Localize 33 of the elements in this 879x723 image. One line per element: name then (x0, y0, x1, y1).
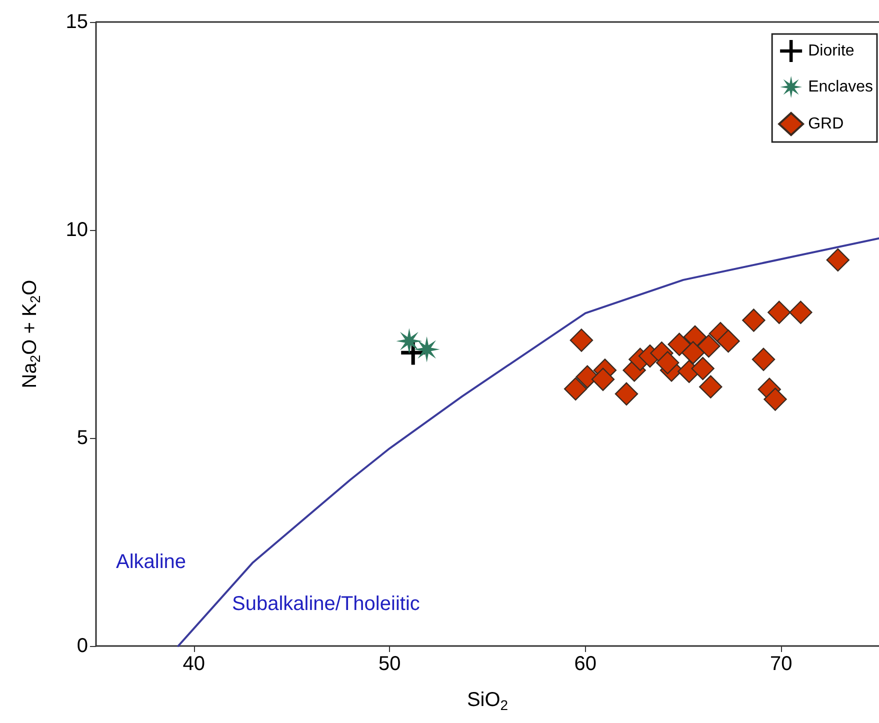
point (826, 248, 850, 272)
point (768, 300, 791, 324)
annotation: Alkaline (116, 551, 186, 573)
point (789, 300, 812, 324)
x-tick-label: 70 (770, 653, 792, 675)
point (764, 388, 787, 411)
y-tick-label: 10 (66, 219, 88, 241)
point (614, 382, 638, 406)
point (716, 329, 740, 353)
x-tick-label: 40 (182, 653, 205, 675)
legend-label: Diorite (808, 42, 854, 60)
point (691, 356, 714, 380)
point (681, 341, 705, 364)
legend-label: GRD (808, 116, 844, 132)
point (570, 328, 594, 352)
point (752, 348, 776, 371)
x-tick-label: 60 (574, 653, 596, 675)
y-axis-title: Na2O + K2O (19, 280, 43, 388)
point (564, 377, 588, 401)
legend-label: Enclaves (808, 78, 873, 96)
annotation: Subalkaline/Tholeiitic (232, 593, 420, 615)
point (396, 328, 422, 354)
y-tick-label: 5 (76, 427, 88, 449)
point (697, 334, 720, 358)
point (656, 351, 680, 374)
y-tick-label: 15 (66, 11, 88, 33)
x-tick-label: 50 (378, 653, 401, 675)
point (668, 332, 691, 356)
point (742, 308, 766, 332)
point (591, 368, 615, 391)
point (699, 375, 722, 398)
y-tick-label: 0 (76, 635, 88, 657)
point (414, 336, 440, 362)
